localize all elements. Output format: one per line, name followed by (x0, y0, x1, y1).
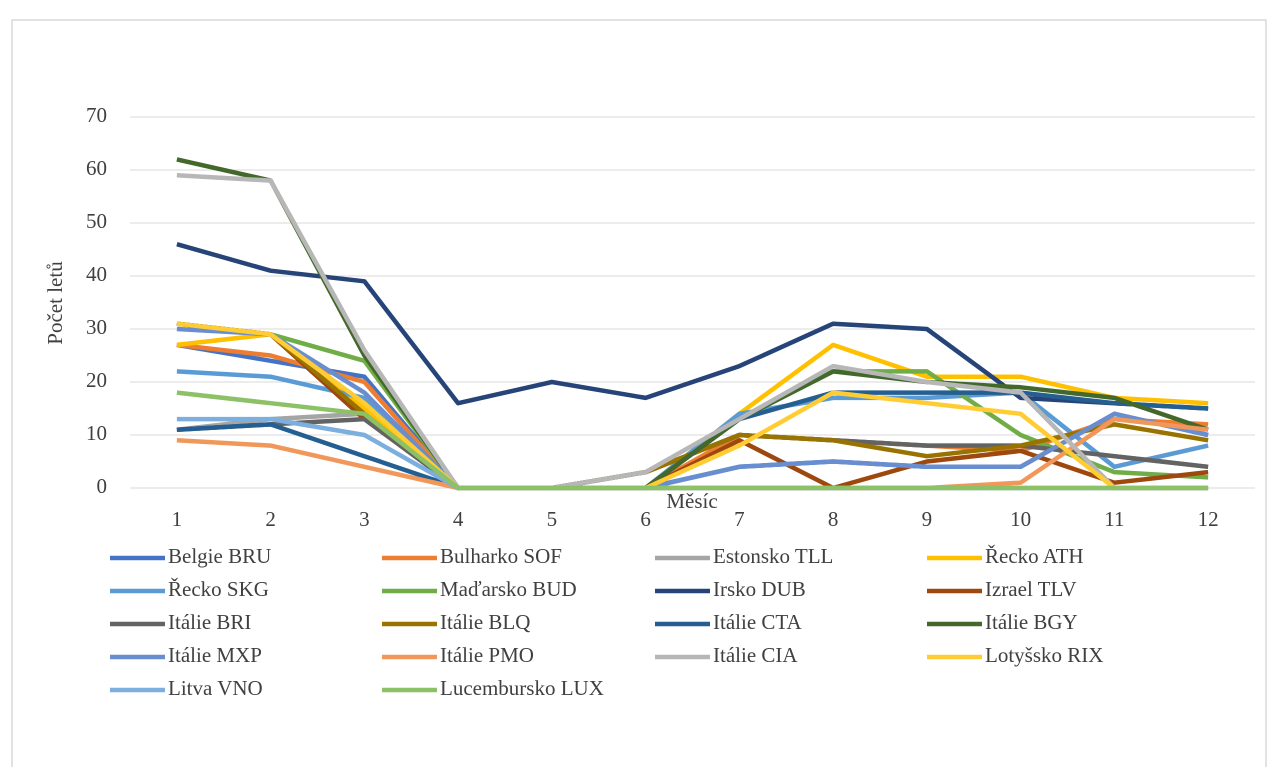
y-tick-label: 0 (97, 474, 108, 498)
y-tick-label: 10 (86, 421, 107, 445)
legend-label: Itálie BRI (168, 610, 251, 634)
legend-label: Bulharko SOF (440, 544, 562, 568)
x-tick-label: 2 (265, 507, 276, 531)
series-line (176, 242, 1209, 411)
x-tick-label: 5 (547, 507, 558, 531)
y-tick-label: 50 (86, 209, 107, 233)
y-tick-label: 70 (86, 103, 107, 127)
series-line (176, 321, 1209, 491)
legend-label: Itálie BLQ (440, 610, 530, 634)
legend-label: Irsko DUB (713, 577, 806, 601)
legend-label: Lucembursko LUX (440, 676, 604, 700)
legend-label: Litva VNO (168, 676, 263, 700)
y-axis-label: Počet letů (43, 261, 67, 345)
legend-label: Belgie BRU (168, 544, 271, 568)
x-tick-label: 3 (359, 507, 370, 531)
x-tick-label: 10 (1010, 507, 1031, 531)
series-line (176, 326, 1209, 491)
x-axis-label: Měsíc (666, 489, 717, 513)
legend-label: Estonsko TLL (713, 544, 833, 568)
x-tick-label: 9 (922, 507, 933, 531)
legend-label: Itálie MXP (168, 643, 262, 667)
y-tick-label: 20 (86, 368, 107, 392)
legend-label: Itálie BGY (985, 610, 1078, 634)
series-line (176, 173, 1209, 491)
legend-label: Řecko ATH (985, 544, 1084, 568)
chart-border (11, 19, 1267, 767)
x-tick-label: 1 (172, 507, 183, 531)
x-tick-label: 4 (453, 507, 464, 531)
series-line (176, 390, 1209, 491)
legend-label: Itálie CTA (713, 610, 803, 634)
y-tick-label: 30 (86, 315, 107, 339)
x-tick-label: 7 (734, 507, 745, 531)
legend-label: Řecko SKG (168, 577, 269, 601)
y-tick-label: 40 (86, 262, 107, 286)
series-line (176, 321, 1209, 491)
legend-label: Izrael TLV (985, 577, 1077, 601)
legend-label: Maďarsko BUD (440, 577, 577, 601)
x-tick-label: 11 (1104, 507, 1124, 531)
x-tick-label: 12 (1198, 507, 1219, 531)
y-tick-label: 60 (86, 156, 107, 180)
legend-label: Itálie CIA (713, 643, 798, 667)
legend-label: Lotyšsko RIX (985, 643, 1103, 667)
legend-label: Itálie PMO (440, 643, 534, 667)
x-tick-label: 6 (640, 507, 651, 531)
x-tick-label: 8 (828, 507, 839, 531)
